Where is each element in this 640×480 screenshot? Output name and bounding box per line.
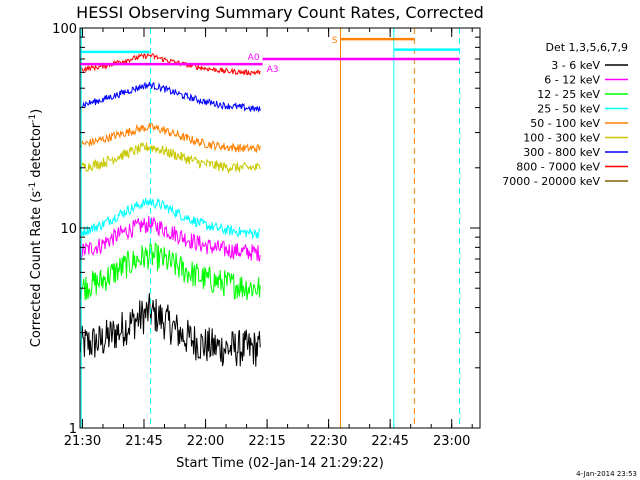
y-tick-label-2: 100	[52, 22, 77, 37]
y-tick-label-1: 10	[60, 222, 77, 237]
legend-label-2: 12 - 25 keV	[537, 88, 600, 101]
x-tick-label-0: 21:30	[64, 434, 101, 449]
date-stamp: 4-Jan-2014 23:53	[576, 470, 637, 478]
legend-label-4: 50 - 100 keV	[530, 117, 600, 130]
x-tick-label-4: 22:30	[310, 434, 347, 449]
legend-label-1: 6 - 12 keV	[544, 74, 600, 87]
legend-label-8: 7000 - 20000 keV	[502, 175, 600, 188]
legend-label-5: 100 - 300 keV	[523, 132, 600, 145]
y-tick-label-0: 1	[69, 422, 77, 437]
flag-label-2: A3	[267, 65, 279, 75]
chart-title: HESSI Observing Summary Count Rates, Cor…	[76, 3, 484, 22]
axis-layer: 21:30 21:45 22:00 22:15 22:30 22:45 23:00 1 10 10…	[52, 22, 480, 449]
series-line-1	[79, 216, 261, 262]
series-line-4	[79, 122, 261, 153]
x-tick-label-1: 21:45	[125, 434, 162, 449]
flag-label-3: S	[332, 36, 338, 46]
legend-title: Det 1,3,5,6,7,9	[545, 41, 628, 54]
series-line-0	[79, 293, 261, 367]
x-tick-label-2: 22:00	[187, 434, 224, 449]
series-line-6	[79, 81, 261, 113]
y-axis-label: Corrected Count Rate (s-1 detector-1)	[28, 109, 44, 347]
x-tick-label-3: 22:15	[248, 434, 285, 449]
series-line-5	[79, 141, 261, 175]
series-layer	[79, 52, 261, 367]
series-line-3	[79, 197, 261, 240]
x-tick-label-5: 22:45	[371, 434, 408, 449]
legend-label-3: 25 - 50 keV	[537, 103, 600, 116]
legend-label-6: 300 - 800 keV	[523, 146, 600, 159]
legend-label-7: 800 - 7000 keV	[516, 161, 600, 174]
flag-layer: A0 A3 S	[80, 28, 460, 428]
x-axis-label: Start Time (02-Jan-14 21:29:22)	[176, 456, 384, 471]
x-tick-label-6: 23:00	[433, 434, 470, 449]
series-line-2	[79, 241, 261, 301]
legend-label-0: 3 - 6 keV	[551, 59, 600, 72]
flag-label-1: A0	[248, 53, 260, 63]
